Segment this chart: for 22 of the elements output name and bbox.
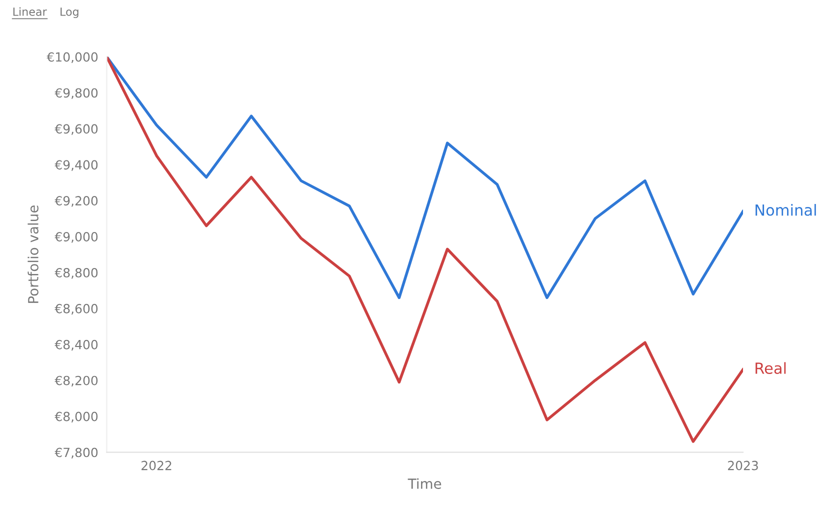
y-tick-label: €8,800 bbox=[54, 268, 98, 279]
y-tick-label: €9,000 bbox=[54, 232, 98, 243]
y-tick-label: €9,600 bbox=[54, 124, 98, 135]
y-tick-label: €8,600 bbox=[54, 304, 98, 315]
y-tick-label: €8,200 bbox=[54, 376, 98, 387]
y-tick-label: €9,800 bbox=[54, 88, 98, 99]
x-tick-label: 2022 bbox=[142, 460, 172, 470]
y-tick-label: €9,400 bbox=[54, 160, 98, 171]
text: Linear bbox=[13, 7, 47, 16]
series-label: Nominal bbox=[756, 204, 816, 216]
y-tick-label: €8,400 bbox=[54, 340, 98, 351]
x-tick-label: 2023 bbox=[728, 460, 758, 470]
y-tick-label: €7,800 bbox=[54, 448, 98, 458]
series-label: Real bbox=[756, 362, 786, 374]
y-tick-label: €9,200 bbox=[54, 196, 98, 207]
y-axis-title: Portfolio value bbox=[28, 206, 38, 303]
text: Log bbox=[60, 8, 78, 18]
y-tick-label: €10,000 bbox=[46, 52, 98, 63]
line-series bbox=[106, 56, 744, 443]
y-tick-label: €8,000 bbox=[54, 412, 98, 422]
line-series bbox=[106, 56, 744, 300]
x-axis-title: Time bbox=[408, 478, 442, 489]
